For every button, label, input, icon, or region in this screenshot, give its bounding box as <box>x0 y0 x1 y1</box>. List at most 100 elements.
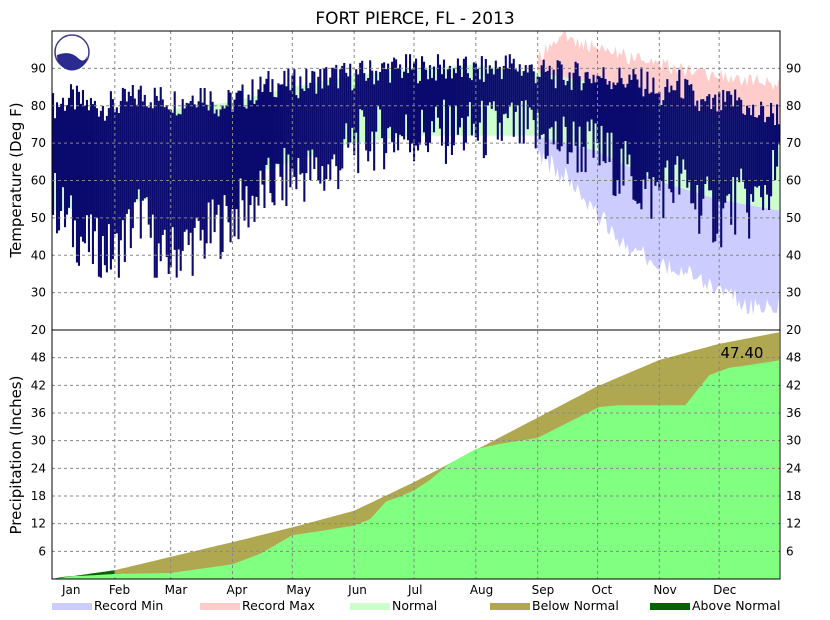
precipitation-tick-label-left: 36 <box>31 406 46 420</box>
observed-temperature-bar <box>604 78 607 164</box>
observed-temperature-bar <box>496 67 499 140</box>
chart-title: FORT PIERCE, FL - 2013 <box>315 9 514 29</box>
observed-temperature-bar <box>562 79 565 117</box>
observed-temperature-bar <box>452 68 455 146</box>
observed-temperature-bar <box>129 96 132 249</box>
observed-temperature-bar <box>680 97 683 174</box>
observed-temperature-bar <box>65 105 69 215</box>
observed-temperature-bar <box>79 103 83 237</box>
noaa-logo <box>54 34 90 71</box>
observed-temperature-bar <box>381 63 384 139</box>
observed-temperature-bar <box>157 100 160 244</box>
observed-temperature-bar <box>586 71 589 122</box>
observed-temperature-bar <box>730 94 733 225</box>
precipitation-tick-label-left: 18 <box>31 489 46 503</box>
observed-temperature-bar <box>75 85 79 263</box>
observed-temperature-bar <box>195 107 198 218</box>
observed-temperature-bar <box>478 79 481 123</box>
observed-temperature-bar <box>708 94 711 191</box>
temperature-tick-label-right: 80 <box>786 99 801 113</box>
observed-temperature-bar <box>329 77 332 180</box>
observed-temperature-bar <box>417 83 420 151</box>
observed-temperature-bar <box>626 83 629 165</box>
observed-temperature-bar <box>534 83 537 149</box>
observed-temperature-bar <box>556 60 559 150</box>
month-tick-label: Sep <box>532 583 555 597</box>
temperature-tick-label-left: 70 <box>31 136 46 150</box>
observed-temperature-bar <box>772 113 775 150</box>
observed-temperature-bar <box>347 76 350 148</box>
axes: 30 30 40 40 50 50 60 60 70 70 80 80 90 90 6 6 12 12 18 18 24… <box>31 30 801 597</box>
observed-temperature-bar <box>251 79 254 196</box>
observed-temperature-bar <box>670 85 673 193</box>
observed-temperature-bar <box>289 90 292 188</box>
observed-temperature-bar <box>333 67 336 155</box>
observed-temperature-bar <box>532 71 535 121</box>
legend-swatch <box>650 603 690 610</box>
observed-temperature-bar <box>165 105 168 258</box>
temperature-tick-label-left: 30 <box>31 286 46 300</box>
observed-temperature-bar <box>295 95 298 190</box>
observed-temperature-bar <box>359 62 362 110</box>
observed-temperature-bar <box>351 90 354 128</box>
observed-temperature-bar <box>736 100 739 178</box>
observed-temperature-bar <box>73 109 77 221</box>
observed-temperature-bar <box>173 91 176 250</box>
observed-temperature-bar <box>273 96 276 206</box>
precipitation-tick-label-right: 48 <box>786 351 801 365</box>
observed-temperature-bar <box>582 83 585 147</box>
observed-temperature-bar <box>572 72 575 122</box>
legend-label: Below Normal <box>532 598 619 613</box>
observed-temperature-bar <box>183 108 186 232</box>
observed-temperature-bar <box>628 74 631 155</box>
observed-temperature-bar <box>672 90 675 203</box>
observed-temperature-bar <box>444 78 448 164</box>
precipitation-tick-label-left: 42 <box>31 378 46 392</box>
observed-temperature-bar <box>315 93 318 158</box>
observed-temperature-bar <box>101 105 104 237</box>
observed-temperature-bar <box>411 69 414 144</box>
observed-temperature-bar <box>237 90 240 240</box>
plot-frame <box>51 30 781 580</box>
observed-temperature-bar <box>576 63 579 173</box>
observed-temperature-bar <box>720 110 723 248</box>
month-tick-label: Feb <box>109 583 130 597</box>
observed-temperature-bar <box>81 90 85 242</box>
observed-temperature-bar <box>616 82 619 181</box>
observed-temperature-bar <box>560 64 563 147</box>
observed-temperature-bar <box>466 73 469 117</box>
observed-temperature-bar <box>309 82 312 180</box>
observed-temperature-bar <box>760 101 763 198</box>
observed-temperature-bar <box>514 69 517 112</box>
month-tick-label: Dec <box>713 583 736 597</box>
observed-temperature-bar <box>630 79 633 177</box>
precipitation-tick-label-right: 18 <box>786 489 801 503</box>
observed-temperature-bar <box>131 85 134 229</box>
observed-temperature-bar <box>97 116 100 277</box>
observed-temperature-bar <box>480 56 483 101</box>
observed-temperature-bar <box>303 91 306 202</box>
observed-temperature-bar <box>446 69 450 146</box>
observed-temperature-bar <box>337 88 340 190</box>
observed-temperature-bar <box>91 104 94 264</box>
observed-temperature-bar <box>502 66 505 115</box>
observed-temperature-bar <box>213 113 216 233</box>
observed-temperature-bar <box>155 95 158 278</box>
observed-temperature-bar <box>476 68 479 141</box>
observed-temperature-bar <box>580 90 583 172</box>
observed-temperature-bar <box>365 80 368 151</box>
observed-temperature-bar <box>700 99 703 216</box>
observed-temperature-bar <box>153 87 156 278</box>
observed-temperature-bar <box>692 90 695 204</box>
observed-temperature-bar <box>724 101 727 203</box>
observed-temperature-bar <box>528 64 531 108</box>
temperature-tick-label-left: 90 <box>31 61 46 75</box>
observed-temperature-bar <box>61 97 65 188</box>
month-tick-label: Mar <box>165 583 188 597</box>
observed-temperature-bar <box>522 71 525 144</box>
legend-swatch <box>200 603 240 610</box>
temperature-y-axis-label: Temperature (Deg F) <box>7 102 25 258</box>
observed-temperature-bar <box>648 93 651 179</box>
observed-temperature-bar <box>694 105 697 210</box>
observed-temperature-bar <box>225 105 228 206</box>
